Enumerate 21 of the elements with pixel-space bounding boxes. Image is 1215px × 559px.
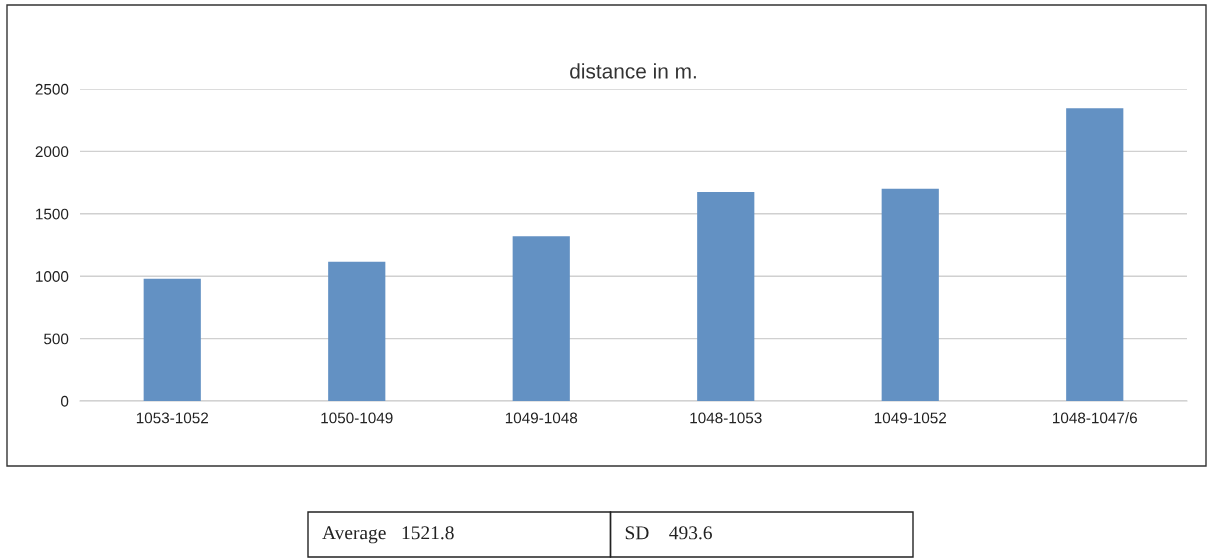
y-tick-label: 1000 (36, 271, 69, 282)
bar (143, 278, 201, 401)
y-tick-label: 0 (60, 395, 69, 407)
x-tick-label: 1050-1049 (321, 412, 393, 424)
y-tick-label: 1500 (36, 208, 69, 220)
chart-title: distance in m. (570, 63, 696, 79)
y-tick-label: 2500 (35, 83, 69, 95)
y-tick-label: 500 (44, 333, 69, 345)
x-tick-label: 1053-1052 (136, 412, 209, 424)
bar (512, 236, 570, 401)
bar (881, 188, 939, 401)
bar (328, 261, 386, 401)
y-tick-label: 2000 (35, 146, 69, 158)
x-tick-label: 1048-1053 (690, 412, 762, 424)
text: Average 1521.8 (322, 526, 454, 544)
x-tick-label: 1049-1048 (505, 412, 578, 424)
bar (697, 191, 755, 401)
x-tick-label: 1049-1052 (874, 412, 947, 424)
text: SD 493.6 (625, 526, 712, 540)
bar (1066, 108, 1124, 401)
x-tick-label: 1048-1047/6 (1053, 412, 1137, 424)
